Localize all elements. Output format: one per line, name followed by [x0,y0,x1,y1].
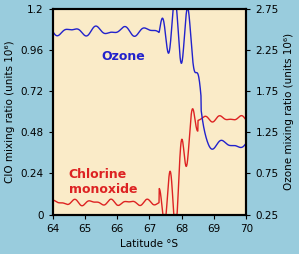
Text: Chlorine
monoxide: Chlorine monoxide [69,168,137,196]
Text: Ozone: Ozone [101,50,145,63]
Y-axis label: ClO mixing ratio (units 10⁶): ClO mixing ratio (units 10⁶) [5,40,15,183]
Y-axis label: Ozone mixing ratio (units 10⁶): Ozone mixing ratio (units 10⁶) [284,33,294,190]
X-axis label: Latitude °S: Latitude °S [120,239,179,249]
